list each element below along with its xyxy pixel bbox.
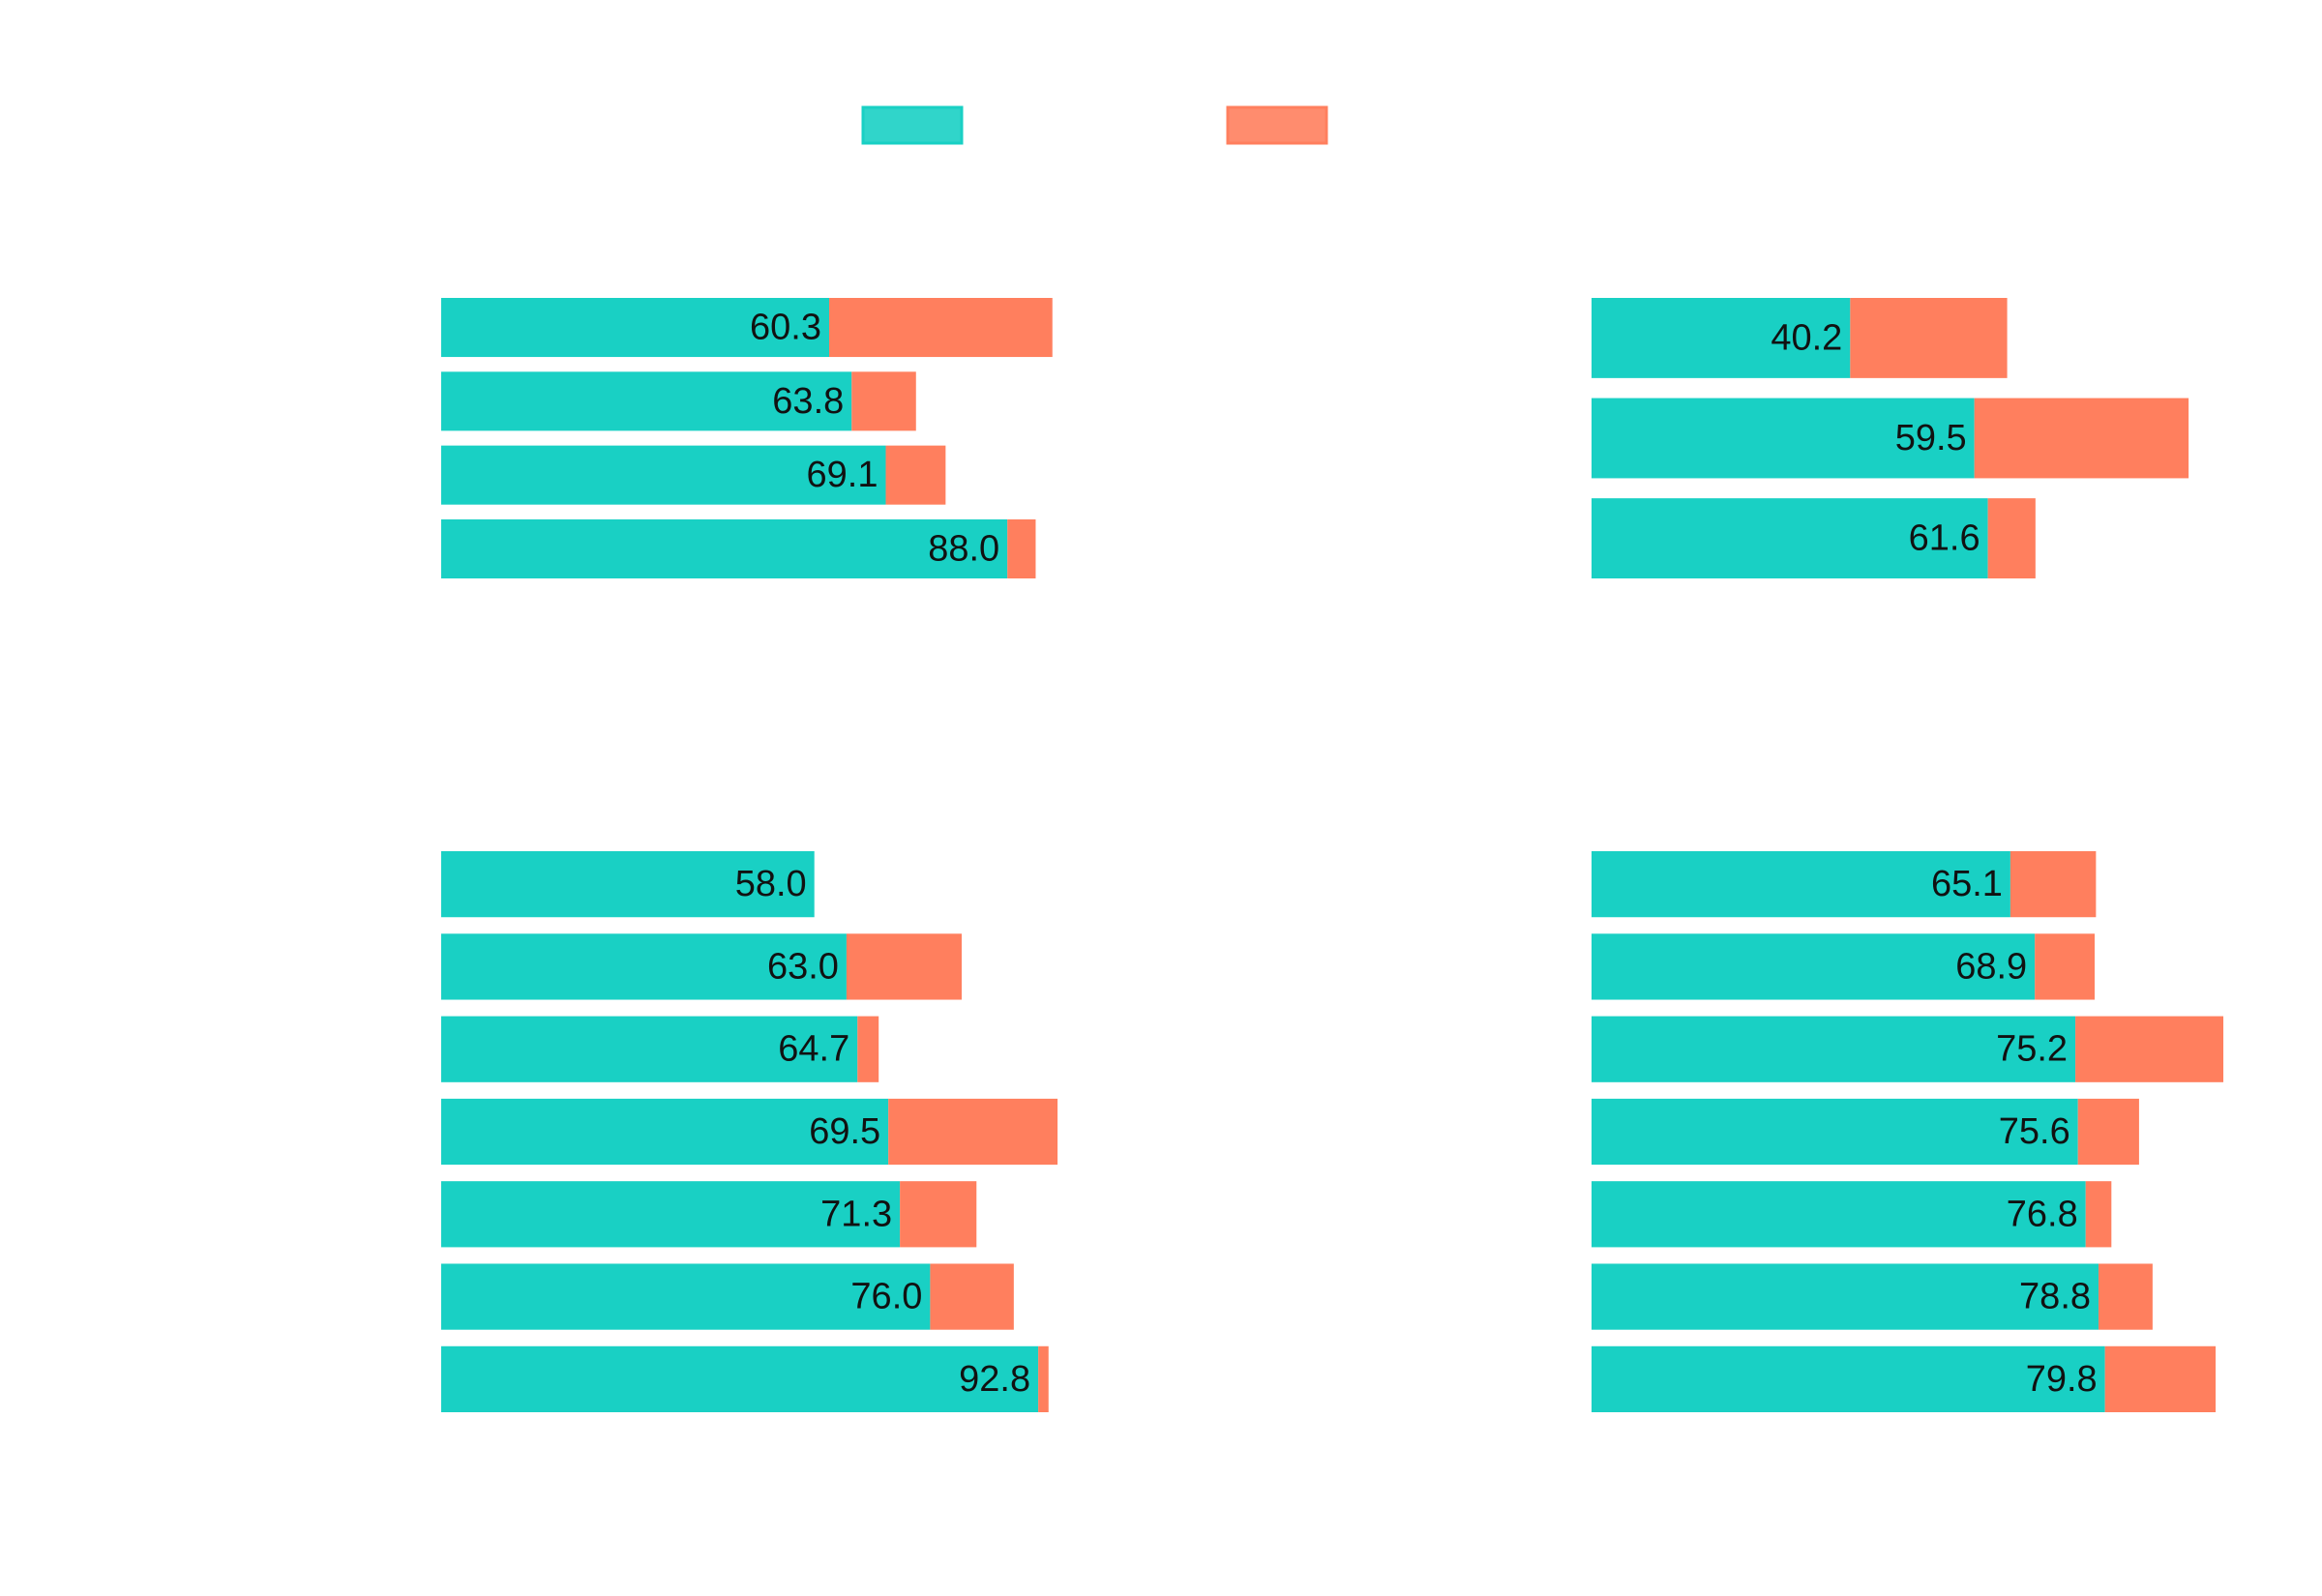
bar-segment xyxy=(828,298,1053,358)
data-label: 63.0 xyxy=(767,946,839,987)
bar-segment xyxy=(900,1181,977,1248)
data-label: 92.8 xyxy=(959,1359,1030,1400)
data-label: 61.6 xyxy=(1909,518,1980,559)
data-label: 88.0 xyxy=(928,529,999,570)
bar-segment xyxy=(2099,1263,2153,1330)
bar-segment xyxy=(441,298,829,358)
data-label: 75.2 xyxy=(1996,1029,2068,1070)
data-label: 59.5 xyxy=(1895,418,1967,458)
data-label: 76.0 xyxy=(850,1277,922,1317)
data-label: 69.1 xyxy=(807,455,878,495)
bar-segment xyxy=(846,933,962,1000)
bar-segment xyxy=(1974,398,2189,479)
legend-swatch xyxy=(1226,105,1328,145)
bar-segment xyxy=(2085,1181,2112,1248)
data-label: 60.3 xyxy=(750,308,821,348)
bar-segment xyxy=(1592,1263,2099,1330)
legend-swatch xyxy=(861,105,964,145)
bar-segment xyxy=(1592,851,2010,918)
bar-segment xyxy=(1592,1098,2078,1166)
bar-segment xyxy=(1592,398,1975,479)
bar-segment xyxy=(2075,1016,2224,1082)
bar-segment xyxy=(2009,851,2097,918)
bar-segment xyxy=(2035,933,2096,1000)
bar-segment xyxy=(441,1016,858,1082)
bar-segment xyxy=(888,1098,1058,1166)
bar-segment xyxy=(1592,298,1851,378)
data-label: 63.8 xyxy=(772,381,844,422)
bar-segment xyxy=(1987,498,2036,578)
data-label: 76.8 xyxy=(2007,1194,2078,1234)
bar-segment xyxy=(1038,1345,1049,1412)
bar-segment xyxy=(441,851,815,918)
bar-segment xyxy=(885,445,946,505)
data-label: 40.2 xyxy=(1771,317,1842,358)
bar-segment xyxy=(2077,1098,2139,1166)
bar-segment xyxy=(1592,498,1988,578)
bar-segment xyxy=(441,1181,901,1248)
bar-segment xyxy=(441,445,886,505)
bar-segment xyxy=(1592,1016,2076,1082)
bar-segment xyxy=(441,1345,1039,1412)
bar-segment xyxy=(441,933,847,1000)
bar-segment xyxy=(851,371,916,431)
bar-segment xyxy=(441,1263,931,1330)
bar-segment xyxy=(930,1263,1014,1330)
data-label: 64.7 xyxy=(778,1029,849,1070)
data-label: 78.8 xyxy=(2019,1277,2091,1317)
data-label: 58.0 xyxy=(735,864,807,904)
data-label: 65.1 xyxy=(1931,864,2003,904)
bar-segment xyxy=(2104,1345,2217,1412)
data-label: 68.9 xyxy=(1955,946,2027,987)
bar-segment xyxy=(441,1098,889,1166)
bar-segment xyxy=(857,1016,879,1082)
bar-segment xyxy=(1850,298,2008,378)
bar-segment xyxy=(441,518,1008,578)
data-label: 75.6 xyxy=(1999,1111,2070,1152)
data-label: 79.8 xyxy=(2026,1359,2098,1400)
data-label: 69.5 xyxy=(809,1111,880,1152)
bar-segment xyxy=(1592,933,2036,1000)
data-label: 71.3 xyxy=(820,1194,892,1234)
bar-segment xyxy=(1592,1345,2105,1412)
bar-segment xyxy=(441,371,852,431)
bar-segment xyxy=(1007,518,1036,578)
bar-segment xyxy=(1592,1181,2086,1248)
